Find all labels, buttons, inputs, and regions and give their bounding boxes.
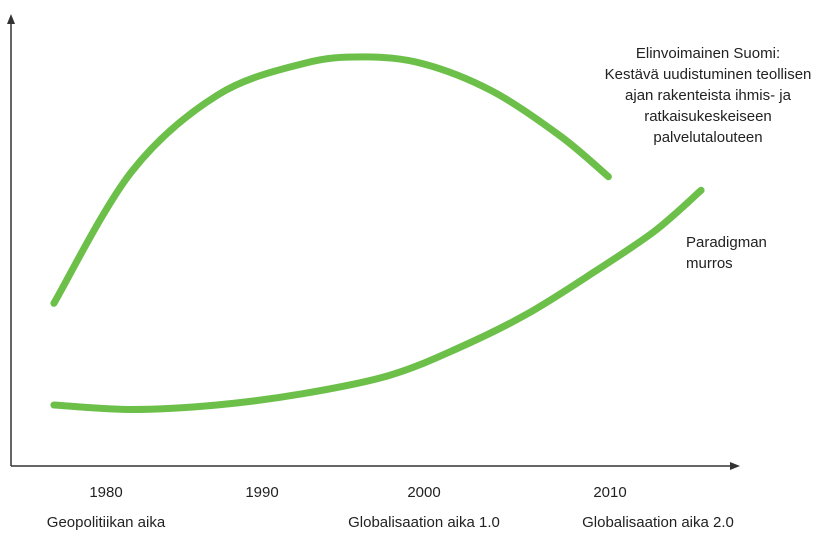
era-label-geopolitics: Geopolitiikan aika [47,514,166,531]
x-tick-labels: 1980 1990 2000 2010 [89,484,626,501]
era-labels: Geopolitiikan aika Globalisaation aika 1… [47,514,734,531]
y-axis-arrowhead [7,14,15,24]
annotation-line: Kestävä uudistuminen teollisen [605,66,812,83]
series-layer [50,53,705,413]
annotation-line: ratkaisukeskeiseen [644,108,772,125]
series-line-rising [50,186,705,413]
x-tick-label-2000: 2000 [407,484,440,501]
x-tick-label-2010: 2010 [593,484,626,501]
annotation-vital-finland: Elinvoimainen Suomi: Kestävä uudistumine… [605,45,812,146]
annotation-line: murros [686,255,733,272]
annotation-line: ajan rakenteista ihmis- ja [625,87,792,104]
annotation-line: Elinvoimainen Suomi: [636,45,780,62]
era-label-globalisation-2: Globalisaation aika 2.0 [582,514,734,531]
x-axis-arrowhead [730,462,740,470]
series-line-arc [50,53,612,307]
era-label-globalisation-1: Globalisaation aika 1.0 [348,514,500,531]
annotation-line: Paradigman [686,234,767,251]
axes [7,14,740,470]
x-tick-label-1990: 1990 [245,484,278,501]
annotation-paradigm-shift: Paradigman murros [686,234,767,272]
annotation-line: palvelutalouteen [653,129,762,146]
x-tick-label-1980: 1980 [89,484,122,501]
